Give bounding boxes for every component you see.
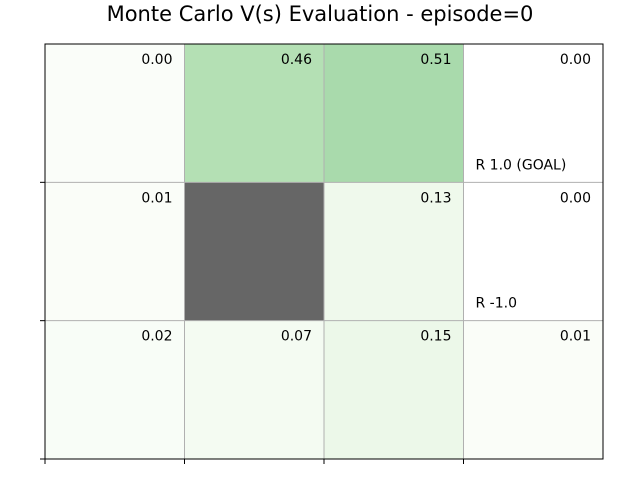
reward-label: R 1.0 (GOAL): [476, 157, 567, 173]
cell-value-label: 0.01: [560, 329, 591, 345]
heatmap-cell: [463, 44, 603, 183]
cell-value-label: 0.07: [281, 329, 312, 345]
heatmap-cell: [324, 44, 464, 183]
cell-value-label: 0.01: [141, 190, 172, 206]
heatmap-cell: [463, 320, 603, 459]
cell-value-labels: 0.00 0.46 0.51 0.00 0.01 0.13 0.00 0.02 0.07 0.15…: [141, 52, 591, 345]
heatmap-cell: [324, 182, 464, 321]
cell-value-label: 0.00: [560, 52, 591, 68]
grid-lines: [45, 44, 603, 459]
chart-title: Monte Carlo V(s) Evaluation - episode=0: [107, 2, 534, 26]
wall-cell: [184, 182, 324, 321]
reward-labels: R 1.0 (GOAL) R -1.0: [476, 157, 567, 311]
cell-value-label: 0.46: [281, 52, 312, 68]
cell-value-label: 0.15: [420, 329, 451, 345]
cell-value-label: 0.13: [420, 190, 451, 206]
axis-ticks: [40, 181, 464, 464]
heatmap-cell: [184, 320, 324, 459]
cell-value-label: 0.00: [560, 190, 591, 206]
heatmap-cells: [45, 44, 603, 459]
reward-label: R -1.0: [476, 296, 518, 312]
heatmap-cell: [45, 182, 185, 321]
heatmap-cell: [45, 320, 185, 459]
cell-value-label: 0.02: [141, 329, 172, 345]
cell-value-label: 0.00: [141, 52, 172, 68]
heatmap-cell: [45, 44, 185, 183]
cell-value-label: 0.51: [420, 52, 451, 68]
heatmap-cell: [463, 182, 603, 321]
heatmap-cell: [184, 44, 324, 183]
heatmap-cell: [324, 320, 464, 459]
